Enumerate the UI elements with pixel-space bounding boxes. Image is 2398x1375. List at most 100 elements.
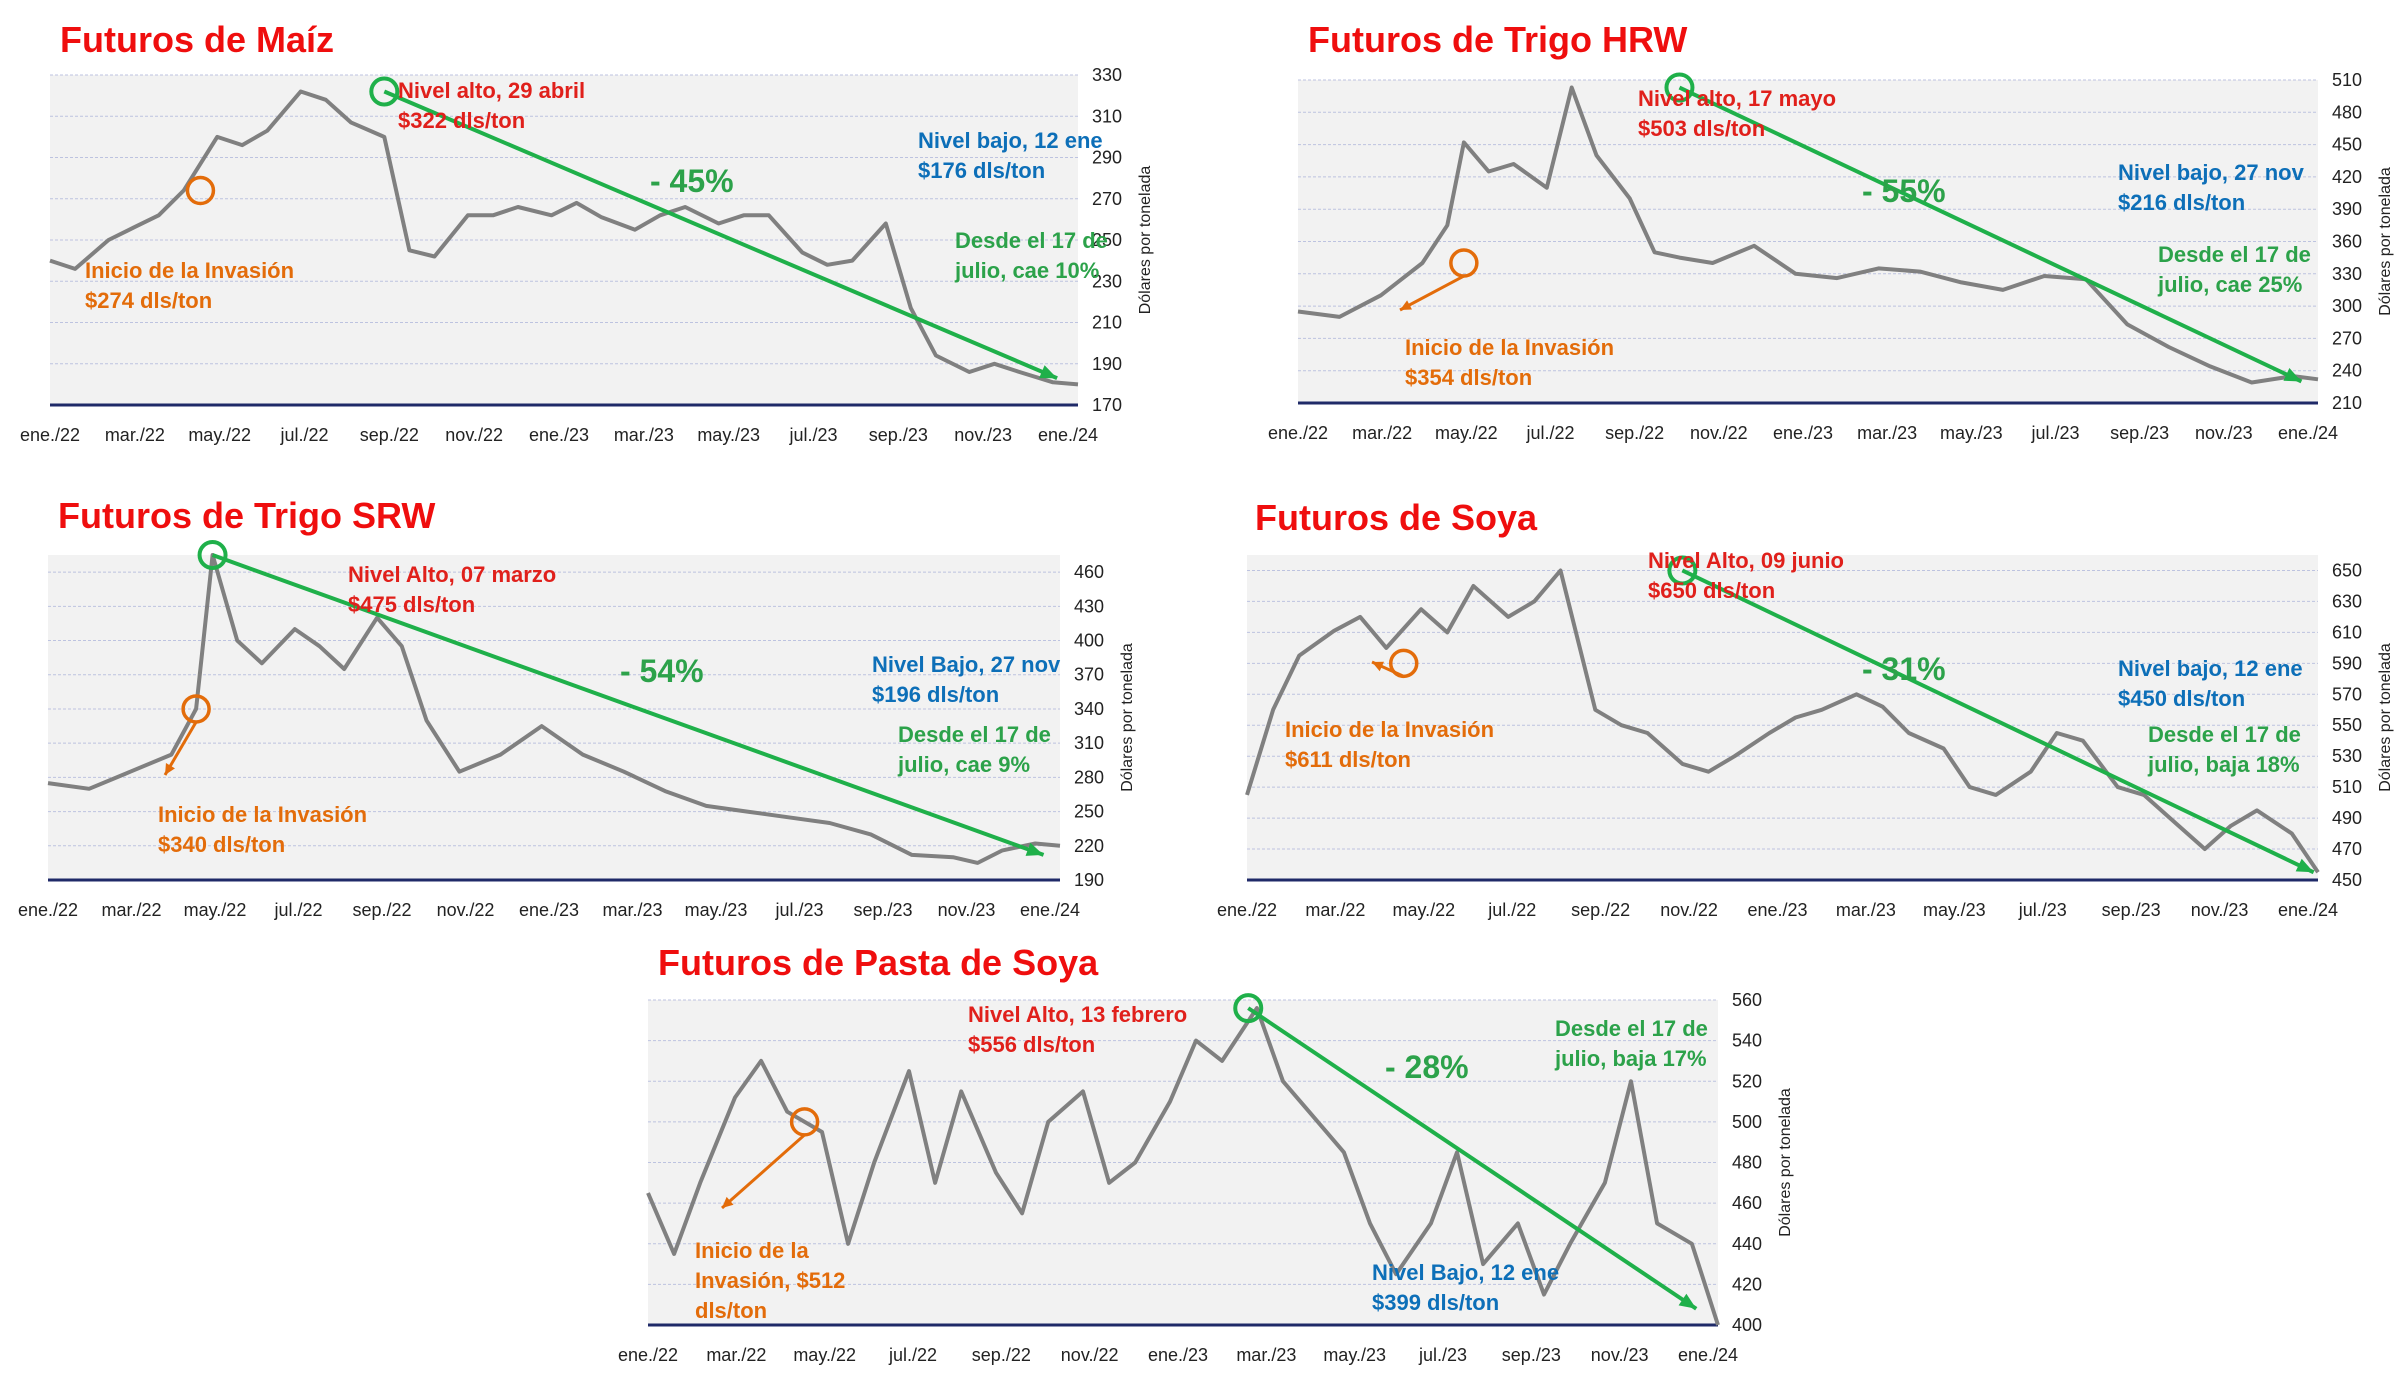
x-tick-label: ene./22 [1268, 423, 1328, 443]
y-tick-label: 550 [2332, 715, 2362, 735]
high-marker [369, 76, 400, 107]
high-value: $503 dls/ton [1638, 116, 1765, 141]
invasion-arrowhead [165, 763, 175, 775]
change-label: Desde el 17 de [898, 722, 1051, 747]
x-tick-label: may./22 [793, 1345, 856, 1365]
low-label: Nivel bajo, 12 ene [2118, 656, 2303, 681]
invasion-arrowhead [1372, 661, 1384, 672]
x-tick-label: ene./23 [1747, 900, 1807, 920]
y-tick-label: 610 [2332, 622, 2362, 642]
trend-arrowhead [2295, 858, 2314, 873]
x-tick-label: mar./23 [614, 425, 674, 445]
y-tick-label: 470 [2332, 839, 2362, 859]
high-marker [197, 540, 228, 570]
y-axis-label: Dólares por tonelada [2377, 167, 2394, 316]
x-tick-label: jul./22 [273, 900, 322, 920]
x-tick-label: nov./22 [1660, 900, 1718, 920]
high-marker [1664, 72, 1695, 103]
x-tick-label: ene./22 [618, 1345, 678, 1365]
y-tick-label: 590 [2332, 653, 2362, 673]
high-value: $556 dls/ton [968, 1032, 1095, 1057]
y-tick-label: 650 [2332, 560, 2362, 580]
high-label: Nivel Alto, 13 febrero [968, 1002, 1187, 1027]
chart-title: Futuros de Soya [1255, 497, 1538, 538]
y-axis-label: Dólares por tonelada [1777, 1088, 1794, 1237]
y-tick-label: 540 [1732, 1031, 1762, 1051]
change-label: Desde el 17 de [2158, 242, 2311, 267]
y-tick-label: 190 [1074, 870, 1104, 890]
chart-panel-2: Futuros de Trigo HRW 210 240 270 300 330 360 39… [1268, 19, 2394, 443]
y-tick-label: 420 [1732, 1274, 1762, 1294]
x-tick-label: ene./24 [1678, 1345, 1738, 1365]
chart-panel-3: Futuros de Trigo SRW 190 220 250 280 310 340 37… [18, 495, 1136, 920]
x-tick-label: sep./22 [360, 425, 419, 445]
y-tick-label: 330 [2332, 264, 2362, 284]
plot-area [48, 555, 1060, 880]
y-tick-label: 500 [1732, 1112, 1762, 1132]
change-value: julio, baja 18% [2147, 752, 2300, 777]
x-tick-label: sep./23 [2102, 900, 2161, 920]
x-tick-label: ene./24 [2278, 423, 2338, 443]
x-tick-label: ene./23 [1148, 1345, 1208, 1365]
plot-area [50, 75, 1078, 405]
y-tick-label: 460 [1732, 1193, 1762, 1213]
y-tick-label: 210 [1092, 313, 1122, 333]
change-value: julio, cae 10% [954, 258, 1099, 283]
x-tick-label: mar./22 [105, 425, 165, 445]
x-tick-label: jul./23 [1418, 1345, 1467, 1365]
chart-title: Futuros de Pasta de Soya [658, 942, 1099, 983]
y-tick-label: 530 [2332, 746, 2362, 766]
x-tick-label: mar./23 [1236, 1345, 1296, 1365]
high-label: Nivel Alto, 09 junio [1648, 548, 1844, 573]
y-axis-label: Dólares por tonelada [1137, 166, 1154, 315]
x-tick-label: may./22 [184, 900, 247, 920]
change-value: julio, cae 9% [897, 752, 1030, 777]
trend-line [1678, 85, 2303, 384]
y-tick-label: 510 [2332, 70, 2362, 90]
x-tick-label: ene./23 [529, 425, 589, 445]
invasion-label: Inicio de la [695, 1238, 809, 1263]
x-tick-label: nov./22 [445, 425, 503, 445]
x-tick-label: may./22 [1392, 900, 1455, 920]
y-tick-label: 220 [1074, 836, 1104, 856]
trend-line [1681, 568, 2315, 875]
invasion-value: $340 dls/ton [158, 832, 285, 857]
x-tick-label: sep./22 [1605, 423, 1664, 443]
y-tick-label: 460 [1074, 562, 1104, 582]
y-tick-label: 250 [1092, 230, 1122, 250]
trend-line [211, 553, 1045, 857]
low-label: Nivel Bajo, 27 nov [872, 652, 1061, 677]
price-series-line [1245, 568, 2320, 874]
x-tick-label: may./22 [1435, 423, 1498, 443]
invasion-label: Inicio de la Invasión [85, 258, 294, 283]
low-value: $176 dls/ton [918, 158, 1045, 183]
x-tick-label: may./23 [1940, 423, 2003, 443]
x-tick-label: ene./24 [1038, 425, 1098, 445]
low-label: Nivel bajo, 12 ene [918, 128, 1103, 153]
x-tick-label: jul./22 [888, 1345, 937, 1365]
low-label: Nivel bajo, 27 nov [2118, 160, 2305, 185]
x-tick-label: sep./23 [2110, 423, 2169, 443]
y-tick-label: 430 [1074, 596, 1104, 616]
y-tick-label: 240 [2332, 361, 2362, 381]
x-tick-label: jul./23 [774, 900, 823, 920]
invasion-value: $354 dls/ton [1405, 365, 1532, 390]
percent-decline: - 55% [1862, 173, 1946, 209]
x-tick-label: ene./23 [1773, 423, 1833, 443]
x-tick-label: may./23 [685, 900, 748, 920]
low-label: Nivel Bajo, 12 ene [1372, 1260, 1559, 1285]
chart-panel-4: Futuros de Soya 450 470 490 510 530 550 570 590 6… [1217, 497, 2394, 920]
y-tick-label: 450 [2332, 135, 2362, 155]
y-tick-label: 440 [1732, 1234, 1762, 1254]
change-value: julio, baja 17% [1554, 1046, 1707, 1071]
y-tick-label: 510 [2332, 777, 2362, 797]
x-tick-label: sep./23 [853, 900, 912, 920]
y-tick-label: 280 [1074, 767, 1104, 787]
y-tick-label: 250 [1074, 802, 1104, 822]
y-tick-label: 450 [2332, 870, 2362, 890]
y-tick-label: 330 [1092, 65, 1122, 85]
low-value: $196 dls/ton [872, 682, 999, 707]
low-value: $399 dls/ton [1372, 1290, 1499, 1315]
trend-arrowhead [1025, 842, 1044, 856]
y-tick-label: 190 [1092, 354, 1122, 374]
